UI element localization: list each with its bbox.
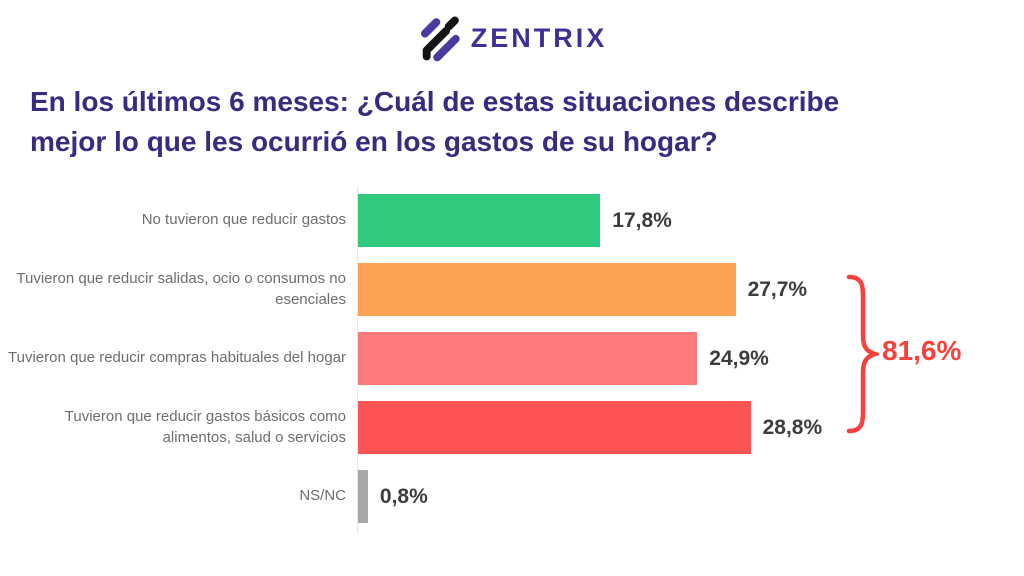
bar-reduce-household-purchases	[357, 332, 698, 385]
zentrix-logo-icon	[420, 16, 460, 62]
title-line-1: En los últimos 6 meses: ¿Cuál de estas s…	[30, 86, 840, 117]
bar-no-reduction	[357, 194, 601, 247]
axis-baseline	[357, 186, 358, 534]
bar-reduce-basic-expenses	[357, 401, 751, 454]
category-label: NS/NC	[299, 487, 346, 505]
bar-track: 24,9%	[357, 332, 769, 385]
value-label: 0,8%	[379, 484, 428, 508]
bar-track: 27,7%	[357, 263, 807, 316]
value-label: 24,9%	[709, 346, 769, 370]
chart-row: Tuvieron que reducir gastos básicos como…	[0, 401, 1024, 454]
category-label: Tuvieron que reducir salidas, ocio o con…	[16, 270, 346, 308]
value-label: 27,7%	[747, 277, 808, 301]
bar-ns-nc	[357, 470, 368, 523]
grouping-brace	[846, 274, 879, 434]
category-label: Tuvieron que reducir gastos básicos como…	[64, 408, 346, 446]
value-label: 17,8%	[612, 208, 672, 232]
brand-header: ZENTRIX	[0, 0, 1024, 66]
bar-reduce-leisure	[357, 263, 736, 316]
chart-row: Tuvieron que reducir compras habituales …	[0, 332, 1024, 385]
value-label: 28,8%	[762, 415, 823, 439]
page-title: En los últimos 6 meses: ¿Cuál de estas s…	[30, 82, 994, 162]
bar-track: 17,8%	[357, 194, 672, 247]
chart-row: NS/NC 0,8%	[0, 470, 1024, 523]
chart-row: No tuvieron que reducir gastos 17,8%	[0, 194, 1024, 247]
title-line-2: mejor lo que les ocurrió en los gastos d…	[30, 126, 718, 157]
category-label: Tuvieron que reducir compras habituales …	[8, 349, 346, 367]
category-label: No tuvieron que reducir gastos	[141, 211, 346, 229]
brand-name: ZENTRIX	[470, 22, 608, 53]
bar-chart: No tuvieron que reducir gastos 17,8% Tuv…	[0, 186, 1024, 534]
grouped-total-label: 81,6%	[882, 335, 962, 366]
chart-row: Tuvieron que reducir salidas, ocio o con…	[0, 263, 1024, 316]
bar-track: 28,8%	[357, 401, 822, 454]
bar-track: 0,8%	[357, 470, 428, 523]
